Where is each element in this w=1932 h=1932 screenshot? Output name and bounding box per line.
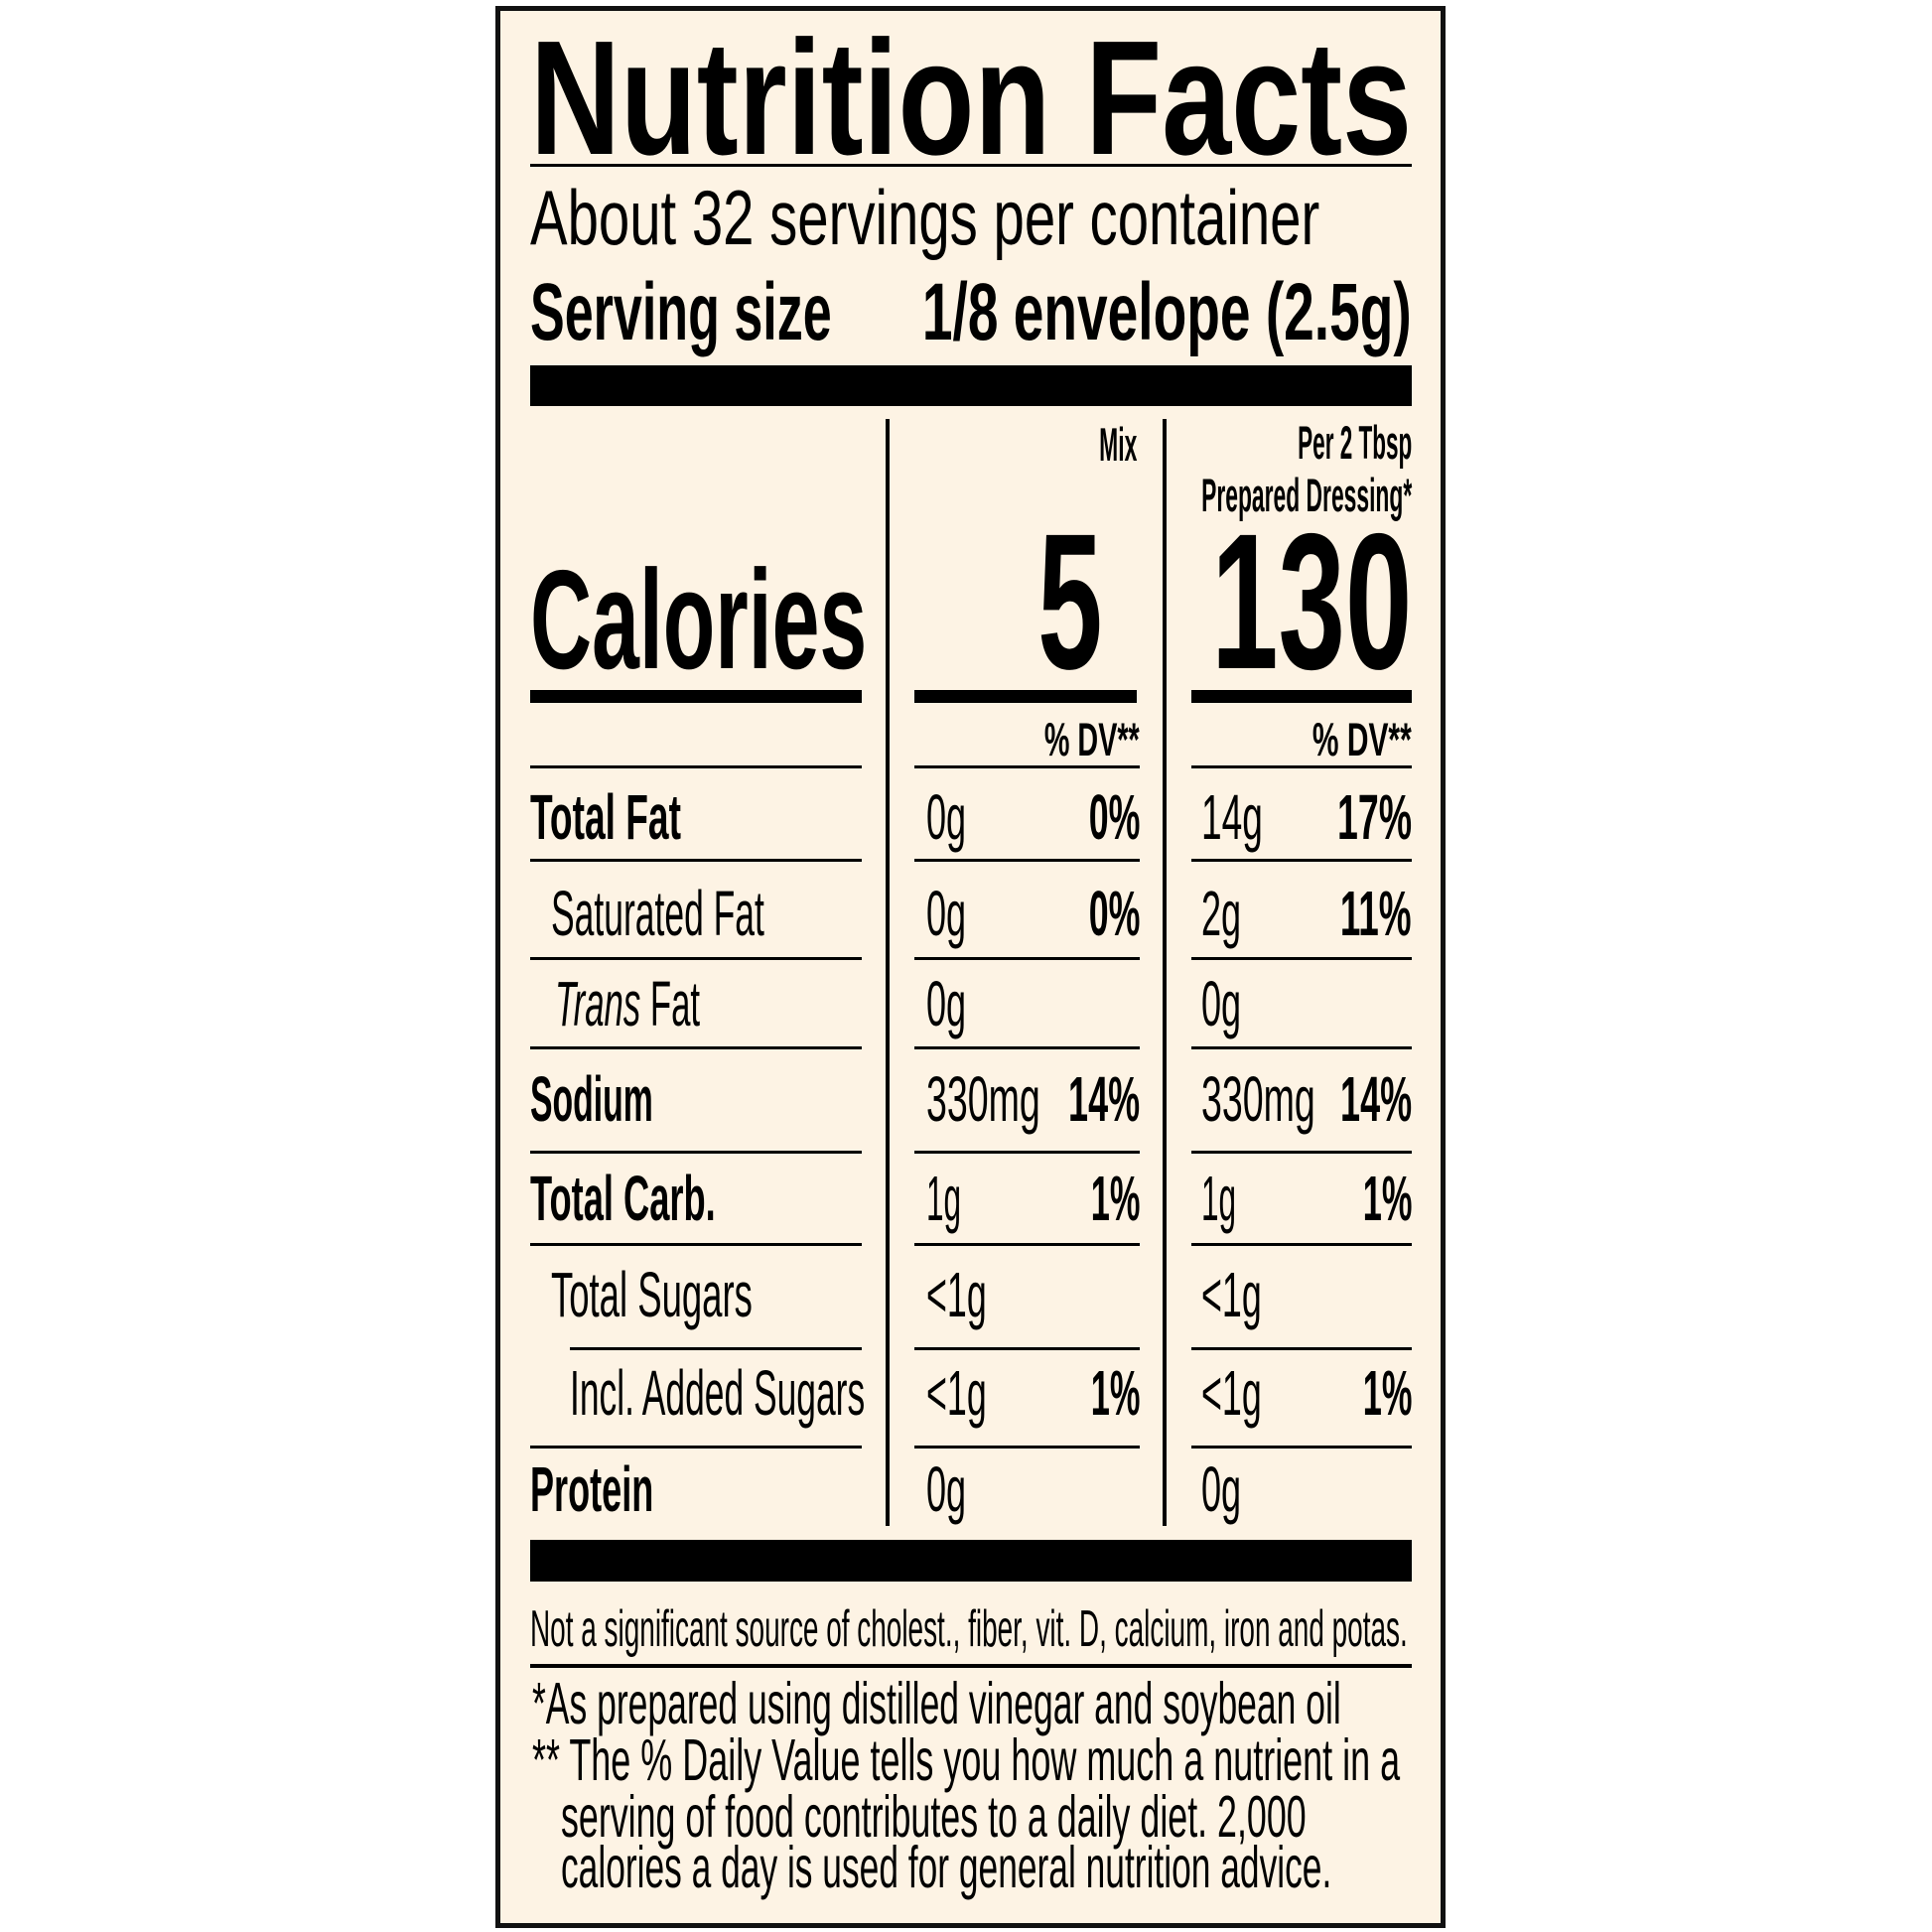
- prepared-column-header-line2: Prepared Dressing*: [1200, 469, 1412, 522]
- mix-amount: 0g: [926, 877, 967, 949]
- nutrient-label: Trans Fat: [555, 972, 700, 1035]
- prepared-daily-value: 1%: [1362, 1162, 1412, 1234]
- title-divider: [530, 164, 1412, 167]
- prepared-daily-value: 11%: [1340, 877, 1412, 949]
- serving-size-label: Serving size: [530, 266, 832, 357]
- footnote-divider: [530, 1664, 1412, 1668]
- row-divider-prepared: [1191, 859, 1412, 862]
- row-divider-mix: [914, 1347, 1140, 1350]
- prepared-column-header-line1: Per 2 Tbsp: [1297, 416, 1412, 470]
- footnote-line: serving of food contributes to a daily d…: [561, 1784, 1307, 1851]
- thick-divider-top: [530, 365, 1412, 406]
- mix-column-header: Mix: [1098, 418, 1137, 472]
- mix-daily-value: 1%: [1090, 1162, 1140, 1234]
- panel-title: Nutrition Facts: [530, 7, 1413, 190]
- row-divider-label: [530, 957, 862, 960]
- prepared-amount: <1g: [1201, 1356, 1262, 1429]
- prepared-calories-value: 130: [1210, 492, 1412, 710]
- row-divider-mix: [914, 1151, 1140, 1154]
- nutrient-label: Saturated Fat: [551, 877, 764, 949]
- mix-dv-header: % DV**: [1044, 713, 1140, 766]
- nutrient-label: Total Carb.: [530, 1162, 716, 1234]
- not-significant-statement: Not a significant source of cholest., fi…: [530, 1599, 1408, 1658]
- nutrient-label-italic: Trans: [555, 967, 641, 1039]
- row-divider-label: [530, 1243, 862, 1246]
- mix-daily-value: 1%: [1090, 1356, 1140, 1429]
- calories-label: Calories: [530, 540, 868, 699]
- nutrient-label-rest: Fat: [640, 967, 701, 1039]
- prepared-daily-value: 14%: [1339, 1062, 1412, 1135]
- mix-daily-value: 0%: [1088, 780, 1140, 853]
- row-divider-label: [530, 765, 862, 768]
- row-divider-mix: [914, 859, 1140, 862]
- prepared-calories-underline: [1191, 690, 1412, 703]
- prepared-daily-value: 17%: [1336, 780, 1412, 853]
- row-divider-mix: [914, 957, 1140, 960]
- calories-underline: [530, 690, 862, 703]
- row-divider-prepared: [1191, 1446, 1412, 1449]
- prepared-amount: 2g: [1201, 877, 1242, 949]
- mix-amount: <1g: [926, 1356, 987, 1429]
- footnote-line: *As prepared using distilled vinegar and…: [532, 1671, 1341, 1737]
- footnote-line: calories a day is used for general nutri…: [561, 1835, 1332, 1901]
- prepared-daily-value: 1%: [1362, 1356, 1412, 1429]
- row-divider-prepared: [1191, 1347, 1412, 1350]
- row-divider-prepared: [1191, 957, 1412, 960]
- nutrient-label: Total Fat: [530, 780, 681, 853]
- column-divider-prepared: [1163, 419, 1167, 1526]
- nutrition-facts-panel: [495, 6, 1446, 1928]
- prepared-dv-header: % DV**: [1312, 713, 1412, 766]
- thick-divider-bottom: [530, 1540, 1412, 1582]
- mix-amount: 0g: [926, 780, 967, 853]
- mix-calories-value: 5: [1036, 492, 1102, 710]
- mix-amount: 330mg: [926, 1062, 1040, 1135]
- row-divider-mix: [914, 1046, 1140, 1049]
- prepared-amount: 330mg: [1201, 1062, 1315, 1135]
- row-divider-mix: [914, 1446, 1140, 1449]
- servings-per-container: About 32 servings per container: [530, 173, 1320, 261]
- row-divider-label: [530, 1151, 862, 1154]
- row-divider-prepared: [1191, 765, 1412, 768]
- prepared-amount: 14g: [1201, 780, 1263, 853]
- mix-daily-value: 14%: [1067, 1062, 1140, 1135]
- row-divider-label: [530, 1446, 862, 1449]
- mix-amount: <1g: [926, 1258, 987, 1330]
- nutrient-label: Protein: [530, 1452, 654, 1525]
- nutrient-label: Sodium: [530, 1062, 653, 1135]
- row-divider-prepared: [1191, 1046, 1412, 1049]
- mix-amount: 1g: [926, 1162, 962, 1234]
- prepared-amount: 1g: [1201, 1162, 1237, 1234]
- row-divider-label: [530, 859, 862, 862]
- prepared-amount: 0g: [1201, 1452, 1242, 1525]
- serving-size-value: 1/8 envelope (2.5g): [922, 266, 1412, 357]
- footnote-line: ** The % Daily Value tells you how much …: [532, 1727, 1401, 1794]
- mix-calories-underline: [914, 690, 1137, 703]
- prepared-amount: <1g: [1201, 1258, 1262, 1330]
- column-divider-mix: [886, 419, 890, 1526]
- mix-daily-value: 0%: [1088, 877, 1140, 949]
- row-divider-label: [570, 1347, 862, 1350]
- row-divider-prepared: [1191, 1243, 1412, 1246]
- prepared-amount: 0g: [1201, 967, 1242, 1039]
- row-divider-mix: [914, 1243, 1140, 1246]
- row-divider-label: [530, 1046, 862, 1049]
- nutrient-label: Total Sugars: [551, 1258, 753, 1330]
- mix-amount: 0g: [926, 967, 967, 1039]
- row-divider-mix: [914, 765, 1140, 768]
- nutrient-label: Incl. Added Sugars: [570, 1356, 866, 1429]
- mix-amount: 0g: [926, 1452, 967, 1525]
- row-divider-prepared: [1191, 1151, 1412, 1154]
